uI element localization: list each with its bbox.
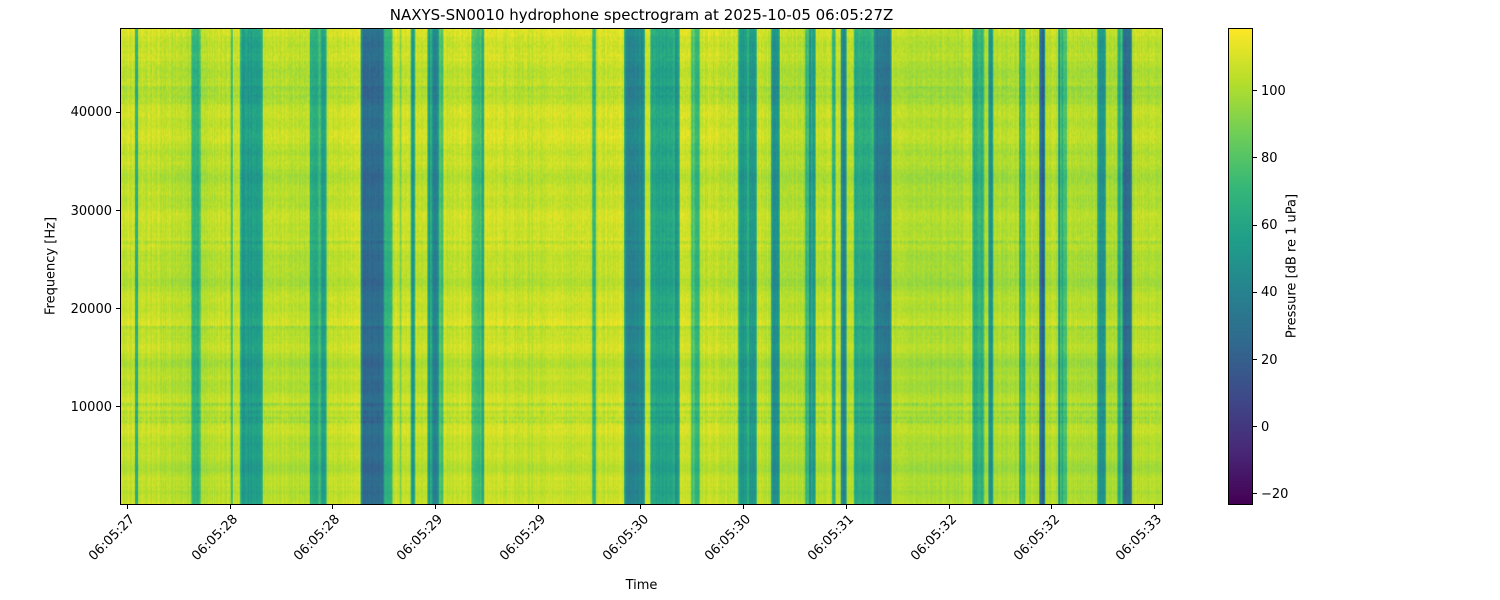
x-tick-label: 06:05:28 [291,512,344,564]
x-tick-mark [229,505,231,509]
colorbar-tick-mark [1253,493,1257,495]
y-tick-label: 20000 [70,301,112,317]
x-axis-label: Time [625,578,658,593]
colorbar-tick-label: 60 [1261,218,1278,234]
y-tick-mark [116,210,120,212]
plot-area [120,28,1163,505]
x-tick-label: 06:05:27 [86,512,138,564]
colorbar-tick-label: 100 [1261,83,1286,99]
y-tick-mark [116,111,120,113]
x-tick-label: 06:05:32 [1010,512,1063,564]
x-tick-label: 06:05:31 [805,512,858,564]
x-tick-mark [126,505,128,509]
x-tick-mark [537,505,539,509]
colorbar-tick-mark [1253,291,1257,293]
spectrogram-image [121,29,1162,504]
x-tick-mark [948,505,950,509]
colorbar-tick-mark [1253,359,1257,361]
colorbar-tick-label: −20 [1261,486,1289,502]
x-tick-label: 06:05:32 [907,512,960,564]
colorbar-tick-label: 0 [1261,419,1270,435]
colorbar-gradient [1229,29,1252,504]
y-axis-label: Frequency [Hz] [43,216,59,316]
chart-title: NAXYS-SN0010 hydrophone spectrogram at 2… [389,6,894,24]
y-tick-mark [116,308,120,310]
x-tick-label: 06:05:33 [1113,512,1166,564]
colorbar-tick-mark [1253,426,1257,428]
y-tick-label: 10000 [70,399,112,415]
x-tick-mark [1154,505,1156,509]
x-tick-mark [1051,505,1053,509]
x-tick-mark [845,505,847,509]
x-tick-label: 06:05:29 [496,512,549,564]
x-tick-mark [332,505,334,509]
x-tick-mark [435,505,436,509]
x-tick-label: 06:05:30 [599,512,652,564]
y-tick-label: 30000 [70,203,112,219]
x-tick-label: 06:05:29 [394,512,447,564]
x-tick-label: 06:05:28 [188,512,241,564]
y-tick-label: 40000 [70,105,112,121]
colorbar [1228,28,1253,505]
colorbar-tick-mark [1253,157,1257,159]
colorbar-tick-label: 20 [1261,352,1278,368]
x-tick-mark [640,505,642,509]
y-tick-mark [116,406,120,408]
x-tick-label: 06:05:30 [702,512,755,564]
colorbar-label: Pressure [dB re 1 uPa] [1284,193,1300,339]
colorbar-tick-mark [1253,90,1257,92]
colorbar-tick-label: 40 [1261,285,1278,301]
colorbar-tick-label: 80 [1261,150,1278,166]
x-tick-mark [743,505,745,509]
colorbar-tick-mark [1253,224,1257,226]
